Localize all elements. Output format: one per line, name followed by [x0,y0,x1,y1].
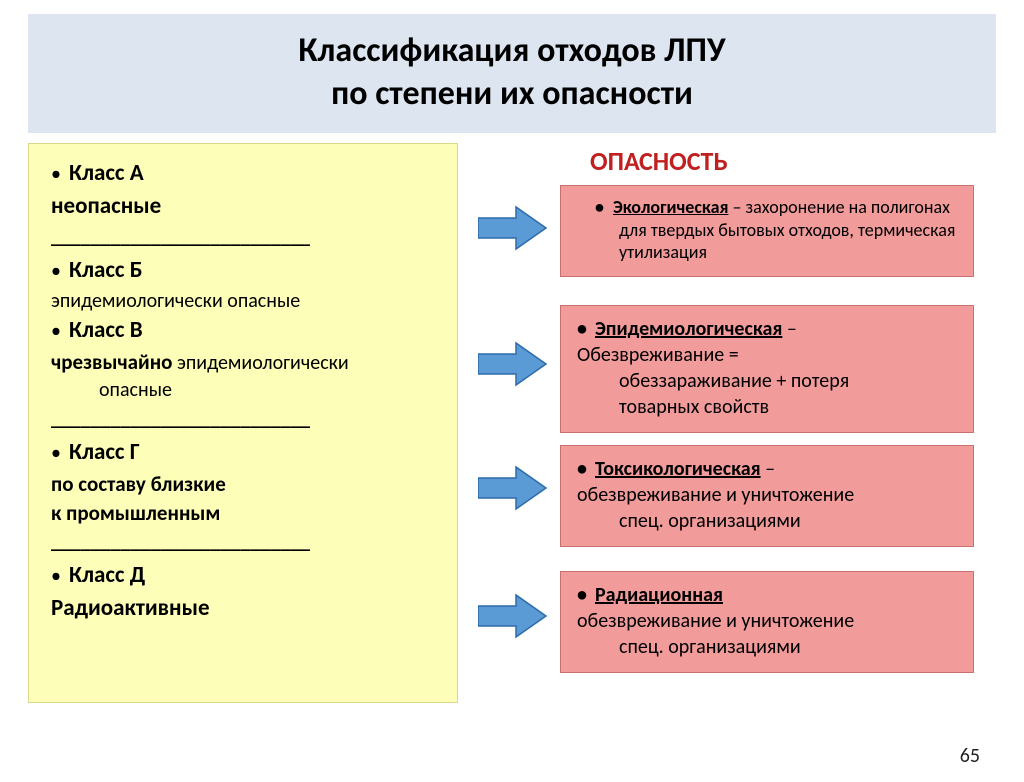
class-g-title: Класс Г [69,438,140,466]
danger-box-epidemiological: •Эпидемиологическая –Обезвреживание =обе… [560,305,974,433]
separator-1: __________________________ [51,224,441,251]
danger-box-radiation: •Радиационнаяобезвреживание и уничтожени… [560,571,974,673]
class-v-desc: чрезвычайно эпидемиологически [51,348,441,377]
class-g-desc1: по составу близкие [51,470,441,498]
content-area: •Класс А неопасные _____________________… [0,143,1024,733]
class-v-title: Класс В [69,316,143,344]
title-bar: Классификация отходов ЛПУпо степени их о… [28,14,996,133]
arrow-icon-4 [478,593,548,639]
arrow-icon-3 [478,465,548,511]
class-d-desc: Радиоактивные [51,593,441,624]
class-d-title: Класс Д [69,561,145,589]
class-v-desc2: опасные [51,377,441,404]
danger-box-toxicological: •Токсикологическая –обезвреживание и уни… [560,445,974,547]
class-b-desc: эпидемиологически опасные [51,288,441,315]
arrow-icon-2 [478,341,548,387]
separator-3: __________________________ [51,529,441,556]
page-number: 65 [960,744,980,768]
class-a-title: Класс А [69,159,144,187]
class-b-title: Класс Б [69,256,143,284]
arrow-icon-1 [478,205,548,251]
separator-2: __________________________ [51,406,441,433]
danger-box-ecological: •Экологическая – захоронение на полигона… [560,185,974,277]
class-g-desc2: к промышленным [51,499,441,527]
danger-heading: ОПАСНОСТЬ [590,145,728,177]
class-a-desc: неопасные [51,191,441,222]
classes-panel: •Класс А неопасные _____________________… [28,143,458,703]
page-title: Классификация отходов ЛПУпо степени их о… [48,30,976,115]
